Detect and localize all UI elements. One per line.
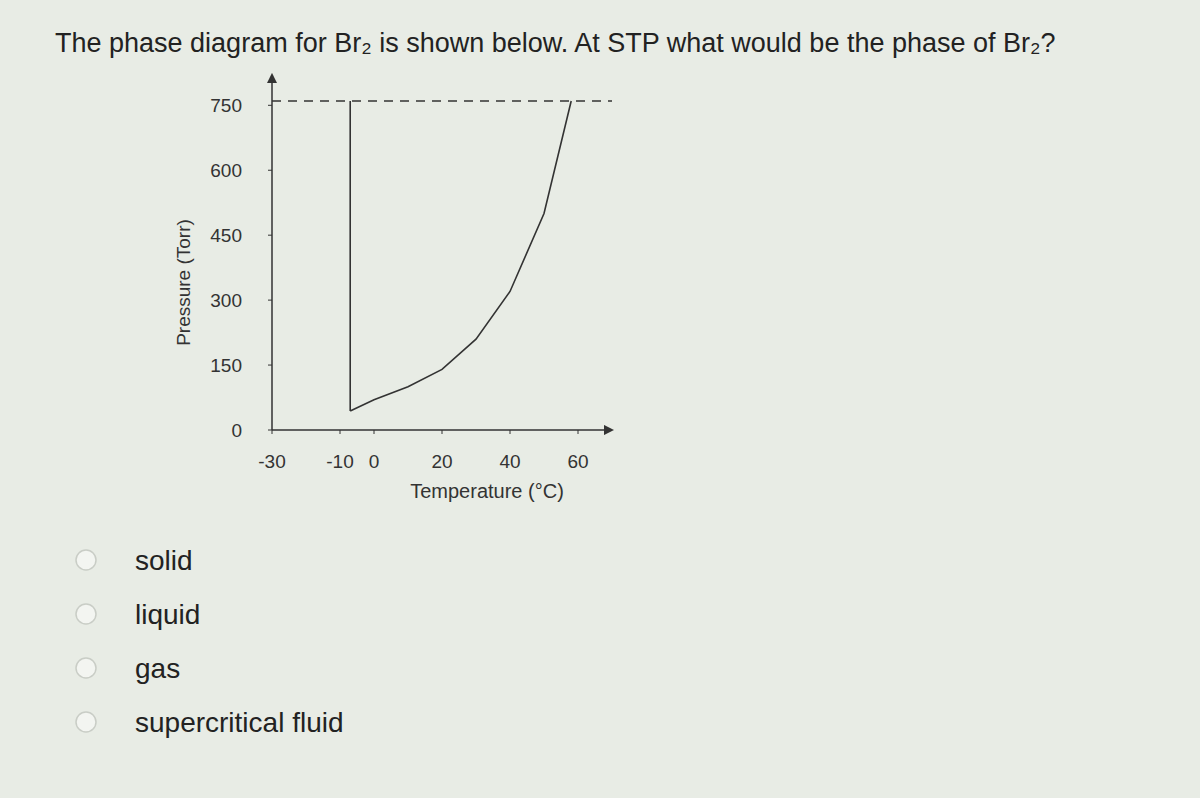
x-tick-label: 0: [369, 451, 380, 472]
y-axis: [271, 75, 273, 430]
y-tick-label: 300: [210, 290, 242, 311]
x-tick: [578, 430, 579, 434]
y-tick-label: 750: [210, 95, 242, 116]
radio-button[interactable]: [76, 604, 96, 624]
y-tick-label: 450: [210, 225, 242, 246]
radio-button[interactable]: [76, 712, 96, 732]
option-label: liquid: [135, 599, 200, 630]
y-tick-label: 0: [231, 420, 242, 441]
x-tick: [272, 430, 273, 434]
x-tick: [510, 430, 511, 434]
y-tick-label: 150: [210, 355, 242, 376]
page: The phase diagram for Br₂ is shown below…: [0, 0, 1200, 798]
y-tick: [268, 430, 272, 431]
phase-line: [350, 101, 571, 411]
x-tick-label: 60: [567, 451, 588, 472]
question: The phase diagram for Br₂ is shown below…: [55, 28, 1056, 58]
option-label: supercritical fluid: [135, 707, 344, 738]
x-tick: [374, 430, 375, 434]
phase-line: [272, 100, 612, 102]
x-tick-label: 40: [499, 451, 520, 472]
y-tick: [268, 365, 272, 366]
y-tick: [268, 170, 272, 171]
y-tick: [268, 105, 272, 106]
y-tick-label: 600: [210, 160, 242, 181]
x-tick-label: -10: [326, 451, 353, 472]
radio-button[interactable]: [76, 658, 96, 678]
x-axis-label: Temperature (°C): [410, 480, 564, 502]
x-tick-label: 20: [431, 451, 452, 472]
radio-button[interactable]: [76, 550, 96, 570]
y-tick: [268, 235, 272, 236]
phase-line: [349, 101, 351, 411]
x-tick-label: -30: [258, 451, 285, 472]
option-label: gas: [135, 653, 180, 684]
option-label: solid: [135, 545, 193, 576]
y-axis-label: Pressure (Torr): [173, 219, 194, 346]
canvas: The phase diagram for Br₂ is shown below…: [0, 0, 1200, 798]
x-tick: [442, 430, 443, 434]
x-tick: [340, 430, 341, 434]
y-tick: [268, 300, 272, 301]
plot-area: [272, 101, 612, 411]
